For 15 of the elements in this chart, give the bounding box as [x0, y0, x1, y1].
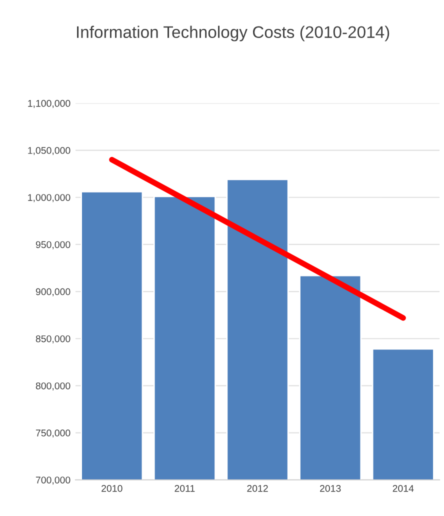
y-tick-label: 900,000	[36, 288, 70, 296]
y-tick-label: 700,000	[36, 476, 70, 485]
x-tick-label: 2010	[102, 485, 122, 492]
x-tick-label: 2012	[247, 485, 268, 492]
x-tick-label: 2014	[392, 485, 414, 492]
x-tick-label: 2011	[174, 485, 195, 492]
y-tick-label: 800,000	[36, 382, 70, 390]
y-tick-label: 1,000,000	[28, 194, 70, 202]
x-tick-label: 2013	[320, 485, 341, 492]
y-tick-label: 1,100,000	[28, 100, 70, 108]
chart-title: Information Technology Costs (2010-2014)	[77, 26, 390, 42]
y-tick-label: 950,000	[36, 241, 70, 250]
y-tick-label: 750,000	[36, 430, 70, 438]
y-tick-label: 1,050,000	[28, 147, 70, 156]
y-tick-label: 850,000	[36, 335, 70, 344]
